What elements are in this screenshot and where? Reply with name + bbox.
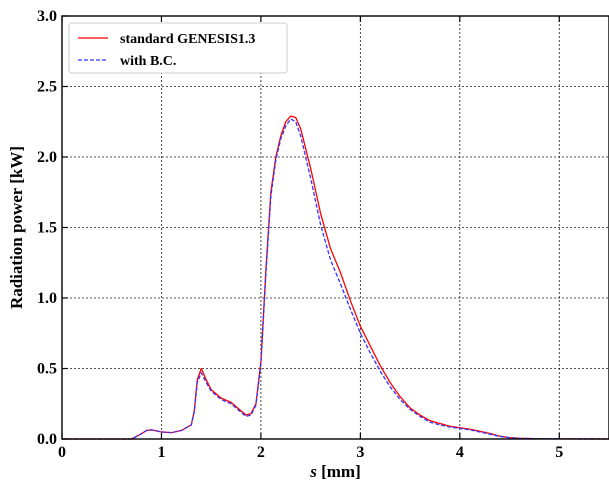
y-tick-label: 0.5 — [37, 361, 57, 378]
y-tick-label: 3.0 — [37, 8, 57, 25]
y-tick-label: 2.0 — [37, 149, 57, 166]
y-tick-label: 1.5 — [37, 220, 57, 237]
x-tick-label: 0 — [58, 444, 66, 461]
y-tick-label: 0.0 — [37, 431, 57, 448]
legend-box — [68, 22, 288, 74]
series-line-with-bc — [62, 118, 609, 440]
x-tick-labels: 0 1 2 3 4 5 — [58, 444, 563, 461]
y-axis-label: Radiation power [kW] — [7, 146, 26, 309]
x-tick-label: 3 — [356, 444, 364, 461]
x-tick-label: 4 — [456, 444, 464, 461]
y-tick-label: 1.0 — [37, 290, 57, 307]
y-tick-label: 2.5 — [37, 79, 57, 96]
x-tick-label: 1 — [157, 444, 165, 461]
legend: standard GENESIS1.3 with B.C. — [68, 22, 288, 74]
x-tick-label: 5 — [555, 444, 563, 461]
ticks — [61, 15, 560, 440]
series-layer — [62, 115, 609, 440]
legend-label-standard: standard GENESIS1.3 — [120, 32, 255, 47]
x-axis-label-unit: [mm] — [317, 462, 361, 481]
x-axis-label: s [mm] — [309, 462, 361, 481]
y-tick-labels: 0.0 0.5 1.0 1.5 2.0 2.5 3.0 — [37, 8, 57, 448]
grid — [62, 16, 609, 439]
x-axis-label-variable: s — [309, 462, 317, 481]
x-tick-label: 2 — [257, 444, 265, 461]
series-line-standard-genesis — [62, 115, 609, 440]
legend-label-with-bc: with B.C. — [120, 54, 176, 69]
